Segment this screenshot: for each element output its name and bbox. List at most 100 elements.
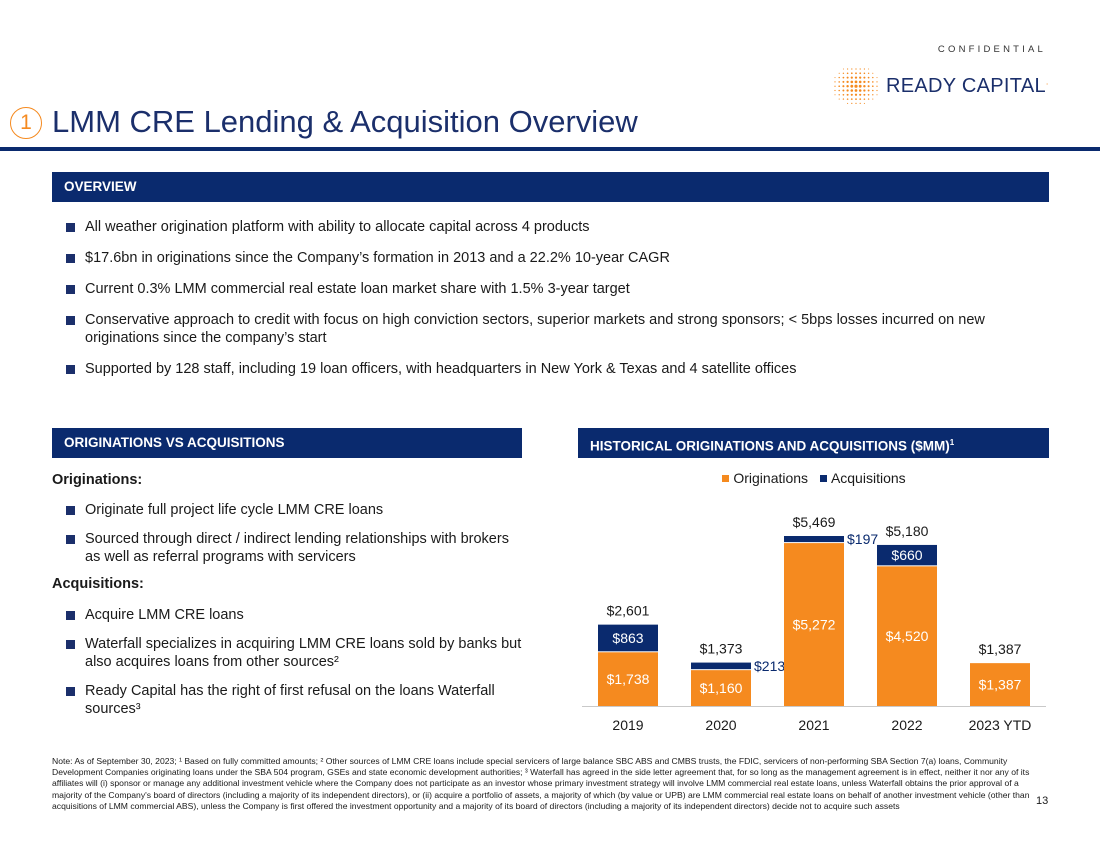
logo-dot bbox=[863, 68, 865, 70]
originations-list: Originate full project life cycle LMM CR… bbox=[66, 501, 526, 577]
bar-originations bbox=[970, 663, 1030, 706]
logo-dot bbox=[834, 85, 836, 87]
logo-dot bbox=[850, 80, 854, 84]
acquisitions-bullet: Acquire LMM CRE loans bbox=[66, 606, 526, 624]
logo-dot bbox=[867, 85, 870, 88]
bar-label-originations: $1,738 bbox=[607, 671, 650, 687]
bar-label-acquisitions: $863 bbox=[612, 630, 643, 646]
logo-dot bbox=[868, 68, 870, 70]
chart-plot: $1,738 $863 $2,601 2019 $1,160 $213 $1,373 2020… bbox=[582, 514, 1046, 733]
logo-dot bbox=[842, 76, 845, 79]
logo-dot bbox=[855, 98, 857, 100]
logo-dot bbox=[859, 72, 862, 75]
logo-dot bbox=[867, 80, 870, 83]
logo-dot bbox=[838, 89, 840, 92]
logo-dot bbox=[876, 81, 878, 83]
logo-dot bbox=[846, 76, 849, 79]
bar-label-originations: $4,520 bbox=[886, 628, 929, 644]
logo-dot bbox=[854, 76, 858, 79]
logo-dot bbox=[838, 98, 840, 100]
logo-dot bbox=[850, 98, 853, 100]
bar-label-originations: $1,160 bbox=[700, 680, 743, 696]
logo-dot bbox=[863, 98, 866, 100]
bar-originations bbox=[691, 670, 751, 706]
logo-dot bbox=[858, 84, 862, 88]
logo-dot bbox=[850, 89, 854, 92]
logo-dot bbox=[838, 81, 840, 83]
bar-label-originations: $5,272 bbox=[793, 617, 836, 633]
bar-total-label: $5,469 bbox=[793, 514, 836, 530]
logo-dot bbox=[855, 102, 857, 105]
logo-dot bbox=[872, 81, 874, 83]
historical-bar-chart: Originations Acquisitions $1,738 $863 $2,6… bbox=[578, 462, 1050, 744]
historical-heading-footnote: 1 bbox=[949, 438, 955, 447]
overview-list: All weather origination platform with ab… bbox=[66, 218, 1048, 391]
logo-dot bbox=[842, 89, 845, 92]
logo-dot bbox=[867, 98, 870, 100]
logo-dot bbox=[854, 80, 858, 84]
logo-dot bbox=[855, 68, 857, 70]
logo-dot bbox=[838, 85, 841, 88]
logo-dot bbox=[842, 93, 845, 96]
logo-dot bbox=[859, 68, 861, 70]
acquisitions-list: Acquire LMM CRE loans Waterfall speciali… bbox=[66, 606, 526, 729]
bar-label-acquisitions: $213 bbox=[754, 658, 785, 674]
logo-dot bbox=[872, 76, 874, 79]
logo-dot bbox=[846, 84, 849, 88]
originations-subheading: Originations: bbox=[52, 472, 143, 488]
section-number-badge: 1 bbox=[10, 107, 42, 139]
bar-total-label: $5,180 bbox=[886, 523, 929, 539]
bar-originations bbox=[877, 566, 937, 706]
bar-acquisitions bbox=[784, 536, 844, 543]
acquisitions-subheading: Acquisitions: bbox=[52, 576, 144, 592]
logo-dot bbox=[858, 80, 862, 84]
logo-dot bbox=[876, 85, 878, 87]
logo-dot bbox=[876, 94, 878, 96]
logo-dot bbox=[872, 89, 874, 92]
x-tick-label: 2021 bbox=[798, 717, 829, 733]
logo-text: READY CAPITAL bbox=[886, 75, 1046, 97]
originations-bullet: Originate full project life cycle LMM CR… bbox=[66, 501, 526, 519]
logo-dot bbox=[834, 94, 836, 96]
logo-dot bbox=[842, 72, 845, 74]
legend-swatch-originations bbox=[722, 474, 730, 482]
logo-dot bbox=[863, 80, 866, 84]
logo-dot bbox=[854, 84, 858, 88]
legend-item-originations: Originations bbox=[722, 470, 808, 486]
ready-capital-logo: READY CAPITAL. bbox=[832, 66, 1052, 106]
logo-dot bbox=[867, 89, 870, 92]
logo-dot bbox=[842, 68, 844, 70]
logo-dot bbox=[846, 89, 849, 92]
logo-dot bbox=[847, 102, 849, 104]
logo-dot bbox=[854, 89, 858, 92]
logo-dot bbox=[863, 84, 866, 88]
acquisitions-bullet: Waterfall specializes in acquiring LMM C… bbox=[66, 635, 526, 671]
logo-dot bbox=[842, 80, 845, 83]
logo-dot bbox=[863, 102, 865, 104]
footnote: Note: As of September 30, 2023; ¹ Based … bbox=[52, 756, 1030, 811]
title-divider bbox=[0, 147, 1100, 151]
legend-swatch-acquisitions bbox=[819, 474, 827, 482]
logo-dot bbox=[850, 76, 853, 79]
logo-trademark: . bbox=[1045, 76, 1049, 87]
bar-total-label: $1,373 bbox=[700, 641, 743, 657]
logo-dot bbox=[855, 72, 857, 75]
bar-originations bbox=[784, 543, 844, 706]
logo-dot bbox=[863, 89, 866, 92]
bar-total-label: $2,601 bbox=[607, 603, 650, 619]
bar-label-acquisitions: $197 bbox=[847, 531, 878, 547]
logo-dot bbox=[876, 89, 878, 92]
logo-dot bbox=[846, 80, 849, 84]
logo-dot bbox=[859, 76, 862, 79]
overview-bullet: Conservative approach to credit with foc… bbox=[66, 311, 1048, 347]
x-tick-label: 2019 bbox=[612, 717, 643, 733]
logo-dot bbox=[859, 93, 862, 96]
page-number: 13 bbox=[1036, 795, 1049, 807]
legend-label-acquisitions: Acquisitions bbox=[830, 470, 906, 486]
overview-bullet: $17.6bn in originations since the Compan… bbox=[66, 249, 1048, 267]
logo-dot bbox=[834, 89, 836, 92]
logo-dot bbox=[863, 72, 866, 75]
bar-acquisitions bbox=[877, 544, 937, 566]
legend-label-originations: Originations bbox=[733, 470, 809, 486]
logo-dot bbox=[859, 98, 862, 100]
